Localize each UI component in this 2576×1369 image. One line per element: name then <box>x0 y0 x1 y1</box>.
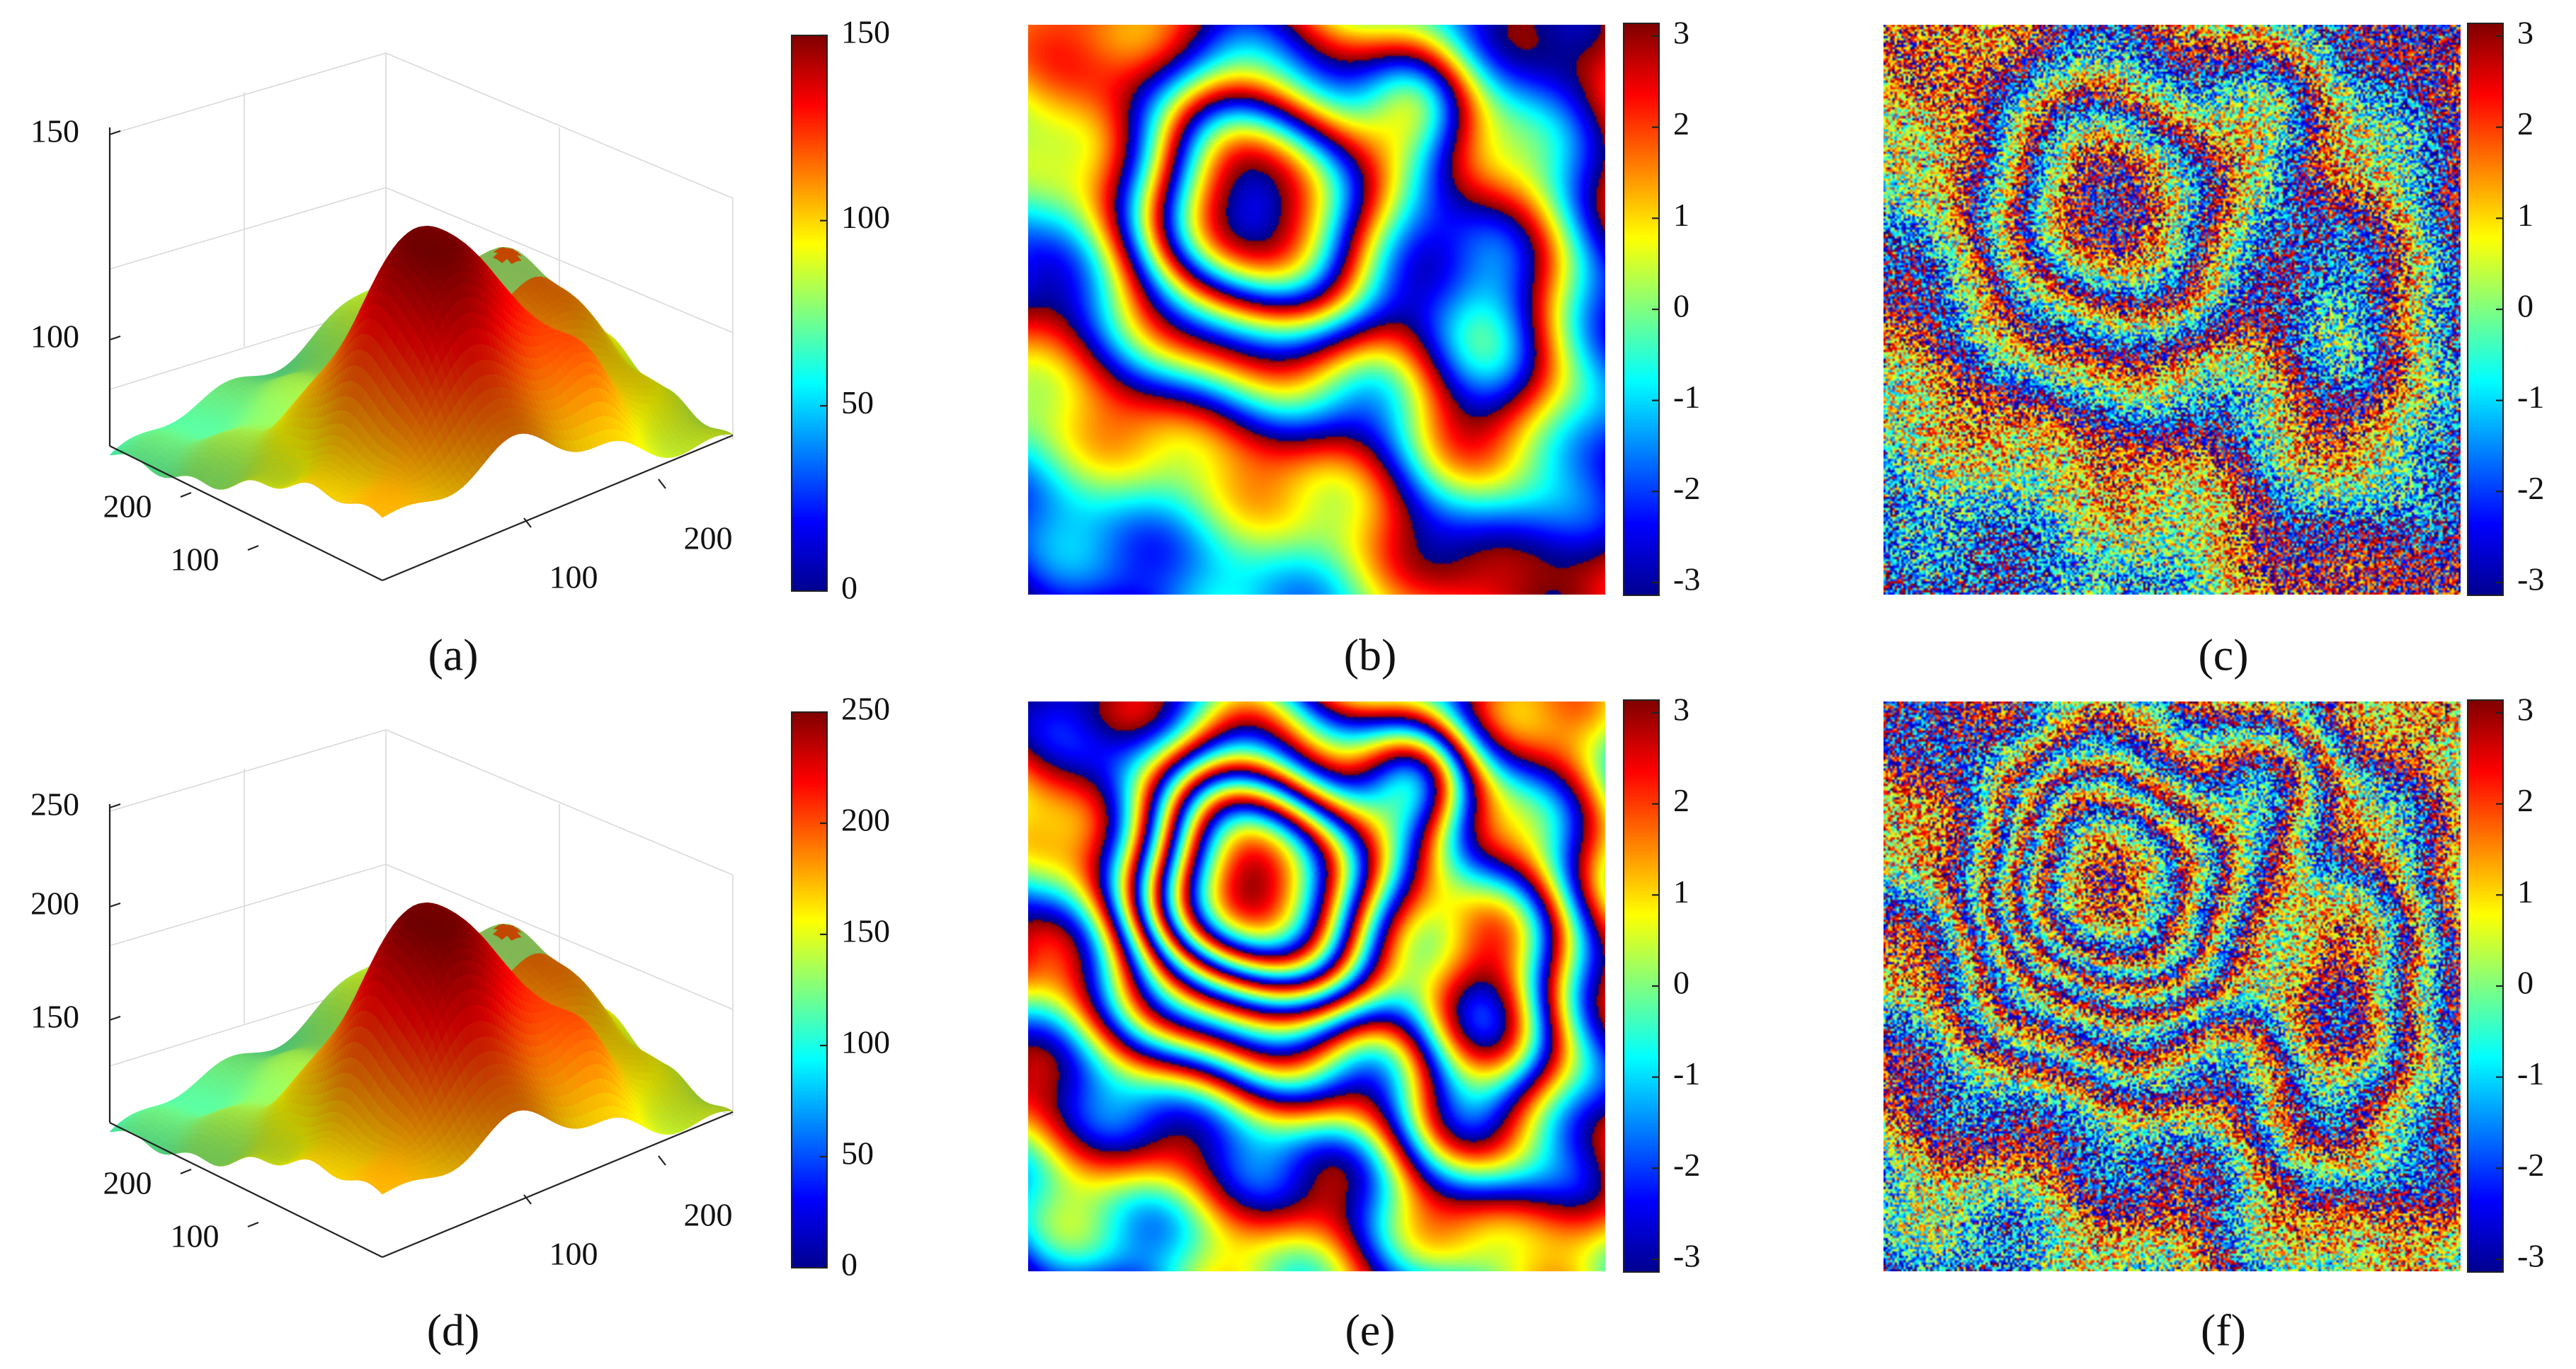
y-tick-label: 200 <box>103 488 152 525</box>
colorbar-tick-label: 1 <box>1673 197 1689 233</box>
phase-fringe-image <box>1028 25 1605 595</box>
panel-caption-c: (c) <box>2198 630 2248 680</box>
x-tick-label: 100 <box>549 559 598 595</box>
z-tick-label: 150 <box>30 113 79 149</box>
z-tick-label: 100 <box>30 319 79 355</box>
phase-fringe-image <box>1883 25 2461 595</box>
x-tick-label: 200 <box>684 520 733 556</box>
colorbar-tick-label: 0 <box>841 570 857 606</box>
z-tick-mark <box>109 335 121 341</box>
colorbar-tick-label: -3 <box>2517 561 2544 597</box>
colorbar-gradient <box>791 35 828 592</box>
colorbar-tick-label: 0 <box>2517 288 2534 324</box>
surface-grid-line <box>109 864 387 946</box>
colorbar-tick-label: 1 <box>2517 197 2534 233</box>
colorbar-tick-label: -3 <box>1673 561 1700 597</box>
colorbar-tick-label: 0 <box>1673 288 1689 324</box>
surface-plot-a: 150 100 200 100 100 200 <box>30 52 734 595</box>
surface-grid-line <box>385 187 734 333</box>
colorbar-c: 3 2 1 0 -1 -2 -3 <box>2467 15 2544 597</box>
surface-grid-line <box>109 187 387 270</box>
colorbar-tick-label: 2 <box>2517 105 2534 142</box>
colorbar-tick-label: -1 <box>2517 379 2544 415</box>
y-tick-label: 100 <box>171 542 220 578</box>
colorbar-tick-label: 150 <box>841 14 890 50</box>
y-tick-mark <box>180 491 192 498</box>
y-tick-mark <box>247 544 259 551</box>
phase-map-b <box>1028 25 1605 595</box>
panel-caption-b: (b) <box>1344 630 1397 680</box>
phase-map-c <box>1883 25 2461 595</box>
x-tick-mark <box>658 479 666 489</box>
colorbar-tick-label: 3 <box>2517 15 2534 51</box>
colorbar-tick-label: 100 <box>841 199 890 235</box>
colorbar-tick-label: -2 <box>1673 470 1700 506</box>
colorbar-tick-label: -1 <box>1673 379 1700 415</box>
colorbar-tick-label: 2 <box>1673 105 1689 142</box>
colorbar-a: 150 100 50 0 <box>791 14 890 606</box>
colorbar-b: 3 2 1 0 -1 -2 -3 <box>1623 15 1700 597</box>
z-tick-mark <box>109 130 121 136</box>
panel-caption-a: (a) <box>428 630 478 680</box>
colorbar-tick-label: 3 <box>1673 15 1689 51</box>
colorbar-tick-label: -2 <box>2517 470 2544 506</box>
colorbar-tick-label: 50 <box>841 384 874 420</box>
